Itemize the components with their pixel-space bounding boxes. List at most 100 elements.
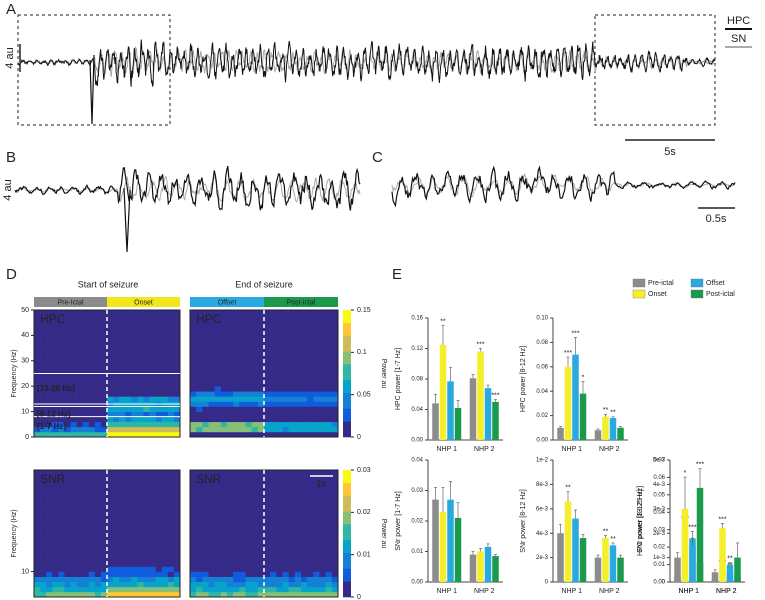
spectrogram-cell [196, 401, 203, 407]
spectrogram-cell [100, 416, 108, 423]
spectrogram-cell [190, 556, 197, 562]
spectrogram-cell [227, 376, 234, 382]
spectrogram-cell [202, 561, 209, 567]
spectrogram-cell [245, 401, 252, 407]
spectrogram-cell [282, 401, 289, 407]
spectrogram-cell [190, 386, 197, 392]
y-tick-label: 0.08 [411, 377, 423, 383]
spectrogram-cell [220, 576, 228, 583]
spectrogram-cell [313, 355, 320, 362]
spectrogram-cell [64, 536, 71, 542]
spectrogram-cell [276, 411, 283, 417]
spectrogram-cell [257, 571, 265, 577]
spectrogram-cell [233, 515, 240, 522]
spectrogram-cell [313, 525, 320, 532]
spectrogram-cell [34, 490, 41, 496]
spectrogram-cell [251, 525, 259, 532]
spectrogram-cell [331, 505, 339, 511]
spectrogram-cell [167, 571, 175, 577]
spectrogram-cell [40, 315, 47, 321]
spectrogram-cell [270, 566, 277, 572]
spectrogram-cell [233, 475, 240, 481]
bar [579, 393, 587, 440]
spectrogram-cell [125, 310, 132, 316]
spectrogram-cell [313, 576, 320, 583]
spectrogram-cell [251, 325, 259, 331]
spectrogram-cell [119, 551, 126, 557]
spectrogram-cell [245, 320, 252, 326]
spectrogram-cell [107, 325, 114, 331]
colorbar-tick-label: 0.1 [357, 349, 367, 356]
spectrogram-cell [82, 510, 90, 517]
spectrogram-cell [161, 470, 169, 476]
spectrogram-cell [227, 530, 234, 537]
spectrogram-cell [257, 310, 265, 316]
spectrogram-cell [239, 581, 246, 588]
spectrogram-cell [331, 386, 339, 392]
spectrogram-cell [82, 520, 90, 527]
spectrogram-cell [70, 345, 77, 351]
spectrogram-cell [113, 470, 120, 476]
spectrogram-cell [319, 480, 326, 486]
spectrogram-cell [173, 320, 181, 326]
spectrogram-cell [52, 556, 59, 562]
spectrogram-cell [173, 510, 181, 517]
spectrogram-cell [307, 536, 314, 542]
spectrogram-cell [167, 396, 175, 402]
spectrogram-cell [125, 510, 132, 517]
spectrogram-cell [125, 350, 132, 357]
spectrogram-cell [282, 421, 289, 428]
spectrogram-cell [227, 500, 234, 506]
bar [726, 564, 734, 582]
spectrogram-cell [202, 325, 209, 331]
spectrogram-cell [239, 350, 246, 357]
spectrogram-cell [82, 586, 90, 593]
spectrogram-cell [276, 520, 283, 527]
spectrogram-cell [76, 360, 83, 367]
spectrogram-cell [196, 396, 203, 402]
spectrogram-cell [202, 495, 209, 501]
spectrogram-cell [276, 525, 283, 532]
spectrogram-cell [107, 431, 114, 438]
spectrogram-cell [282, 525, 289, 532]
spectrogram-cell [94, 591, 102, 598]
spectrogram-cell [214, 525, 222, 532]
spectrogram-cell [76, 551, 83, 557]
spectrogram-cell [190, 345, 197, 351]
spectrogram-cell [88, 520, 96, 527]
spectrogram-cell [208, 406, 215, 412]
spectrogram-cell [64, 525, 71, 532]
spectrogram-cell [227, 360, 234, 367]
spectrogram-cell [196, 325, 203, 331]
spectrogram-cell [88, 470, 96, 476]
spectrogram-cell [196, 495, 203, 501]
spectrogram-cell [64, 431, 71, 438]
spectrogram-cell [239, 391, 246, 397]
spectrogram-cell [331, 426, 339, 433]
spectrogram-cell [82, 571, 90, 577]
spectrogram-cell [40, 330, 47, 336]
spectrogram-cell [190, 510, 197, 517]
spectrogram-cell [294, 536, 302, 542]
x-tick-label: NHP 1 [562, 588, 583, 595]
spectrogram-cell [137, 480, 144, 486]
spectrogram-cell [167, 541, 175, 547]
spectrogram-cell [190, 536, 197, 542]
spectrogram-cell [214, 576, 222, 583]
spectrogram-cell [119, 355, 126, 362]
spectrogram-cell [214, 561, 222, 567]
spectrogram-cell [313, 490, 320, 496]
spectrogram-cell [125, 416, 132, 423]
spectrogram-cell [282, 325, 289, 331]
spectrogram-cell [208, 525, 215, 532]
spectrogram-cell [113, 591, 120, 598]
colorbar-cell [343, 514, 351, 518]
spectrogram-cell [137, 546, 144, 552]
spectrogram-cell [64, 406, 71, 412]
spectrogram-cell [288, 536, 296, 542]
y-tick-label: 0.07 [653, 458, 665, 464]
spectrogram-cell [125, 571, 132, 577]
spectrogram-cell [301, 480, 308, 486]
spectrogram-cell [331, 365, 339, 372]
spectrogram-cell [301, 525, 308, 532]
